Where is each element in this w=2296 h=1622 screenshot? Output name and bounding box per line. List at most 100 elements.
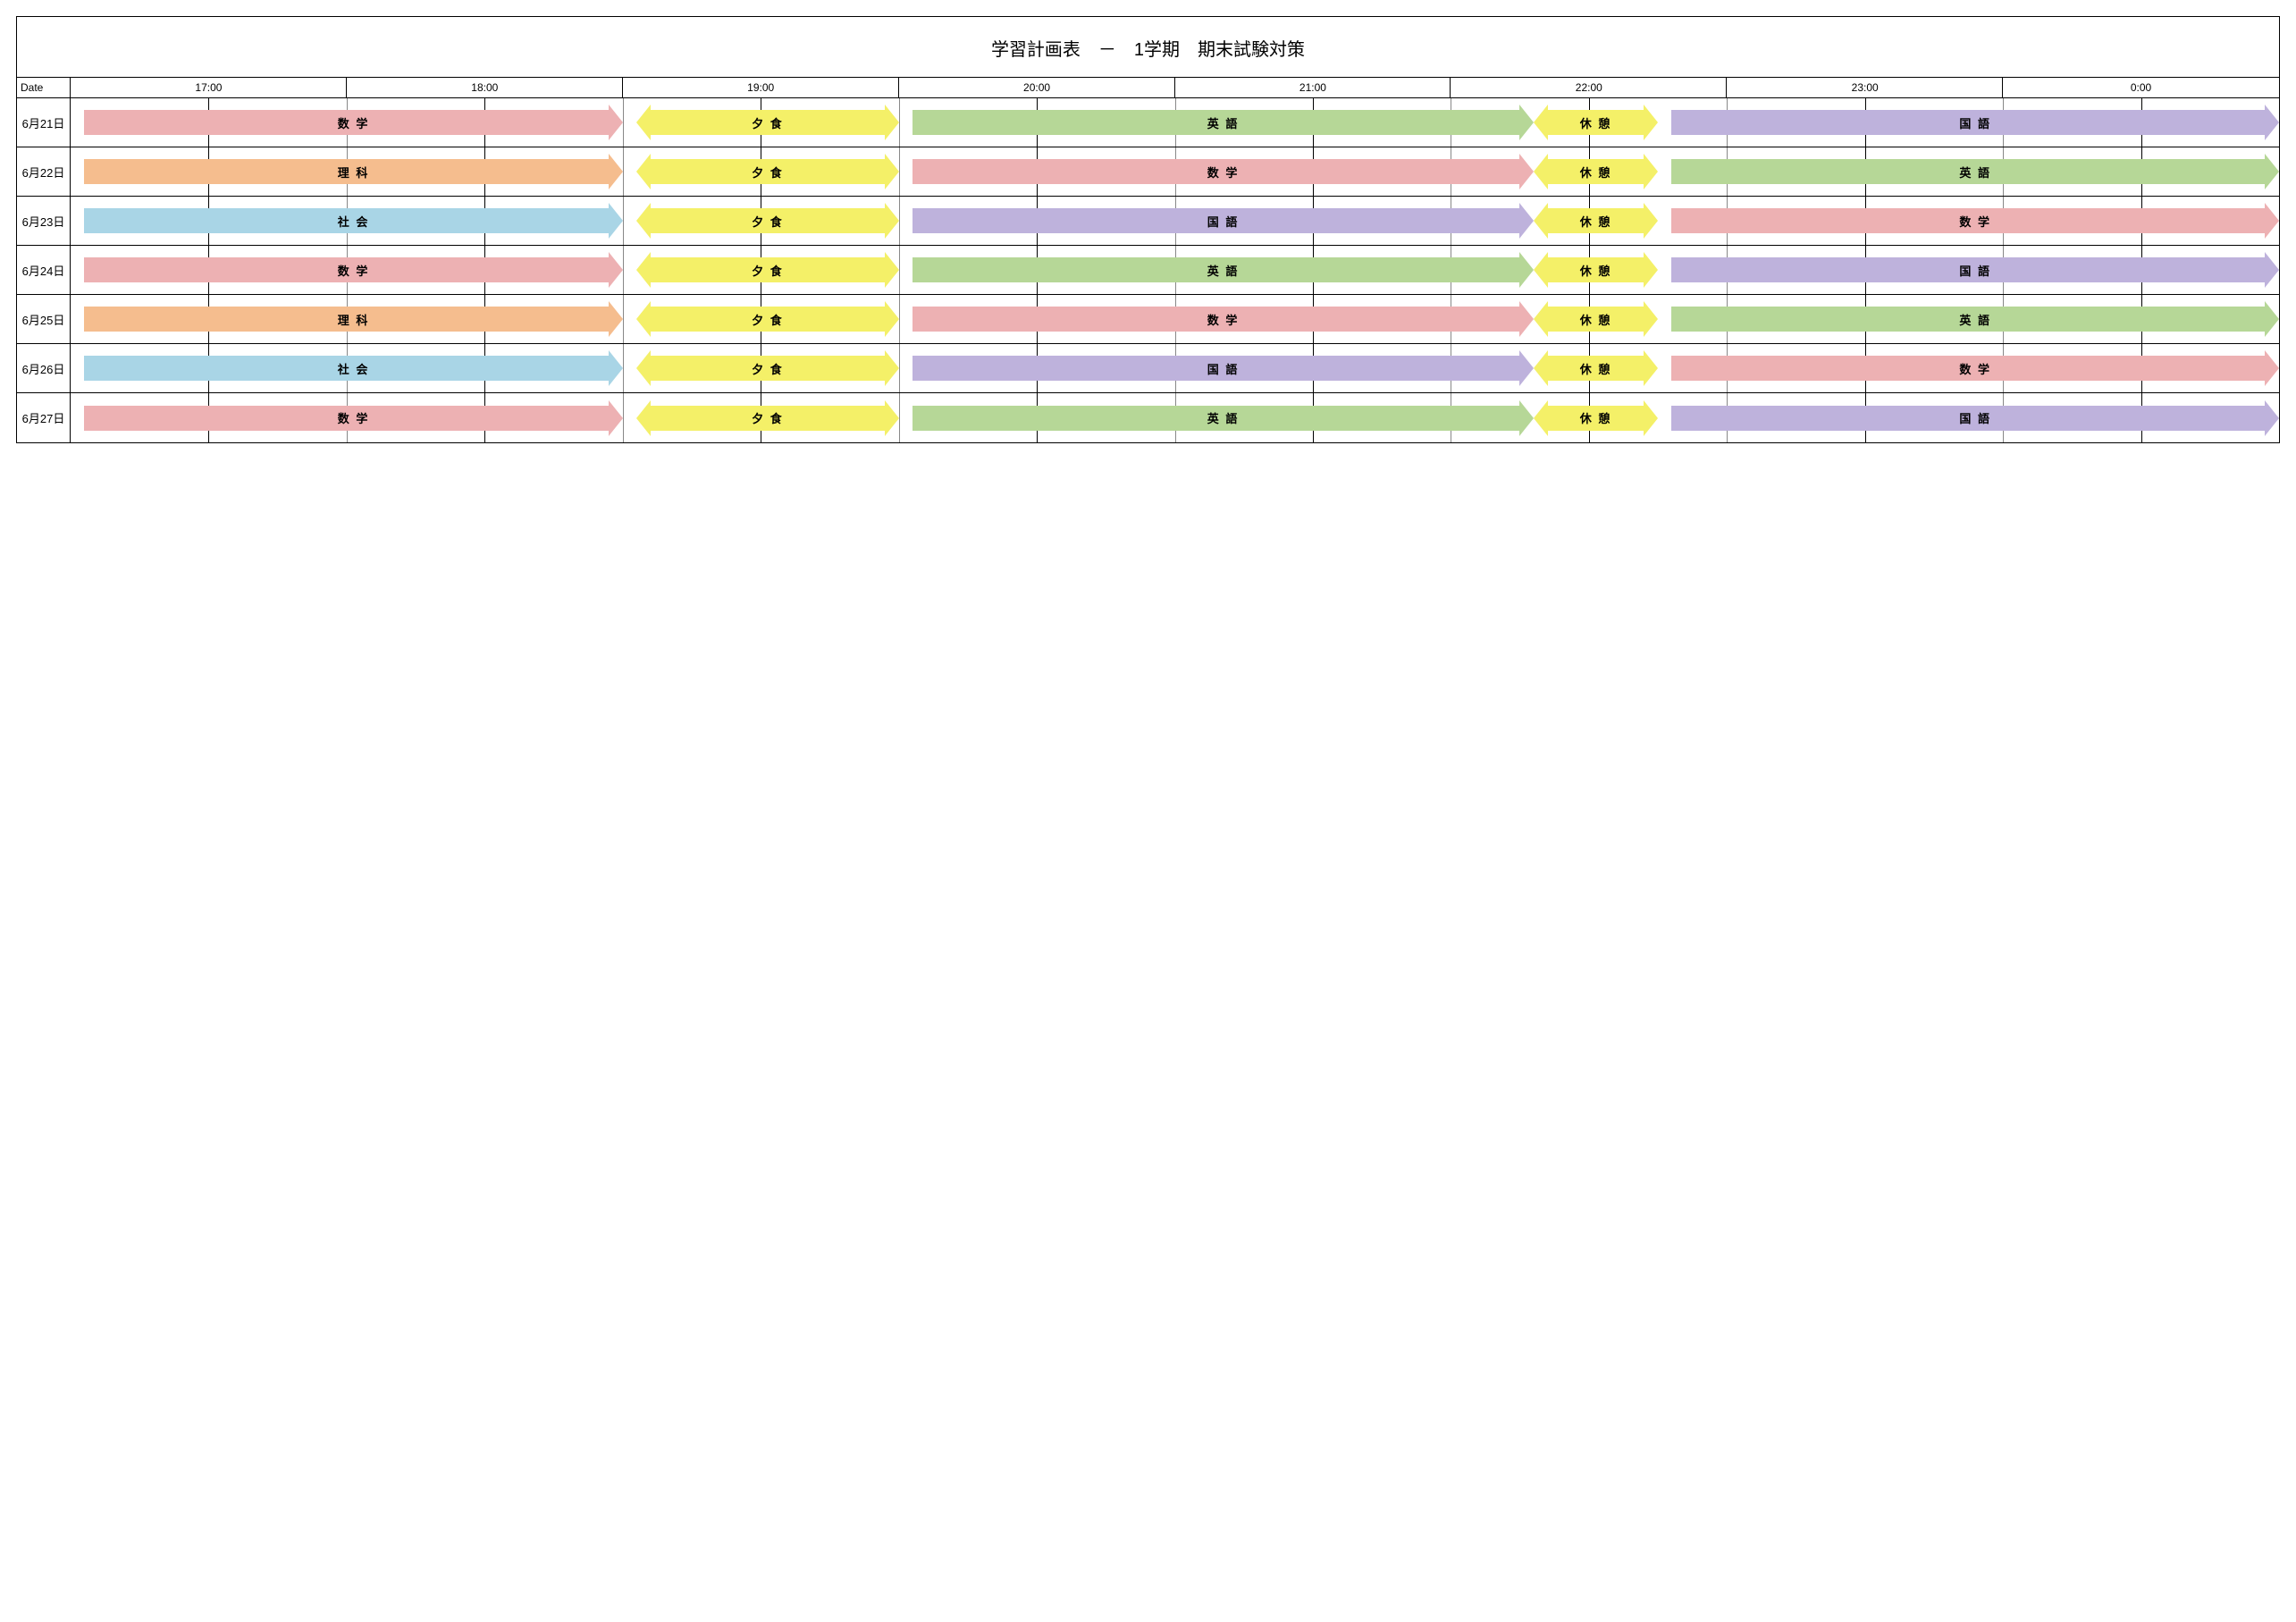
schedule-arrow: 理 科	[84, 307, 622, 332]
arrow-head-right-icon	[1644, 350, 1658, 386]
day-label: 6月27日	[17, 393, 71, 442]
arrow-head-right-icon	[609, 400, 623, 436]
schedule-arrow: 英 語	[913, 257, 1534, 282]
arrow-head-left-icon	[636, 301, 651, 337]
schedule-arrow: 数 学	[913, 307, 1534, 332]
arrow-head-right-icon	[609, 154, 623, 189]
arrow-head-right-icon	[1519, 400, 1534, 436]
arrow-label: 休 憩	[1580, 311, 1612, 328]
arrow-label: 数 学	[1959, 213, 1991, 230]
arrow-head-left-icon	[1534, 252, 1548, 288]
day-track: 理 科夕 食数 学休 憩英 語	[71, 147, 2279, 196]
arrow-label: 夕 食	[752, 164, 784, 181]
arrow-label: 英 語	[1207, 409, 1240, 426]
arrow-label: 国 語	[1959, 114, 1991, 131]
arrow-head-left-icon	[1534, 350, 1548, 386]
arrow-label: 休 憩	[1580, 164, 1612, 181]
arrow-head-right-icon	[885, 400, 899, 436]
arrow-head-right-icon	[1644, 105, 1658, 140]
grid-line-half	[899, 295, 900, 343]
arrow-head-right-icon	[1644, 252, 1658, 288]
arrow-label: 英 語	[1207, 114, 1240, 131]
schedule-arrow: 社 会	[84, 356, 622, 381]
arrow-head-left-icon	[1534, 105, 1548, 140]
header-times: 17:0018:0019:0020:0021:0022:0023:000:00	[71, 78, 2279, 97]
arrow-label: 英 語	[1959, 311, 1991, 328]
grid-line-half	[623, 98, 624, 147]
arrow-head-left-icon	[636, 252, 651, 288]
day-row: 6月26日 社 会 夕 食国 語 休 憩 数 学	[17, 344, 2279, 393]
schedule-arrow: 休 憩	[1534, 208, 1658, 233]
grid-line-half	[899, 98, 900, 147]
arrow-head-right-icon	[609, 252, 623, 288]
arrow-label: 数 学	[338, 262, 370, 279]
arrow-label: 夕 食	[752, 213, 784, 230]
day-label: 6月21日	[17, 98, 71, 147]
header-date-label: Date	[17, 78, 71, 97]
day-track: 理 科夕 食数 学休 憩英 語	[71, 295, 2279, 343]
schedule-arrow: 夕 食	[636, 159, 898, 184]
arrow-label: 夕 食	[752, 311, 784, 328]
schedule-arrow: 休 憩	[1534, 406, 1658, 431]
grid-line-half	[623, 246, 624, 294]
grid-line-half	[623, 197, 624, 245]
schedule-arrow: 数 学	[913, 159, 1534, 184]
schedule-arrow: 数 学	[84, 257, 622, 282]
arrow-label: 休 憩	[1580, 213, 1612, 230]
arrow-head-right-icon	[2265, 252, 2279, 288]
schedule-arrow: 休 憩	[1534, 110, 1658, 135]
arrow-head-left-icon	[636, 350, 651, 386]
arrow-label: 夕 食	[752, 409, 784, 426]
day-row: 6月21日数 学夕 食英 語休 憩国 語	[17, 98, 2279, 147]
arrow-head-right-icon	[1519, 203, 1534, 239]
arrow-label: 休 憩	[1580, 360, 1612, 377]
schedule-arrow: 国 語	[913, 208, 1534, 233]
grid-line-half	[623, 295, 624, 343]
grid-line-half	[899, 393, 900, 442]
day-label: 6月26日	[17, 344, 71, 392]
schedule-arrow: 英 語	[1671, 159, 2279, 184]
day-label: 6月22日	[17, 147, 71, 196]
schedule-arrow: 国 語	[913, 356, 1534, 381]
grid-line-half	[623, 344, 624, 392]
arrow-head-right-icon	[885, 301, 899, 337]
arrow-label: 社 会	[338, 360, 370, 377]
schedule-arrow: 夕 食	[636, 406, 898, 431]
arrow-label: 国 語	[1959, 409, 1991, 426]
schedule-arrow: 英 語	[1671, 307, 2279, 332]
arrow-head-right-icon	[885, 154, 899, 189]
arrow-label: 数 学	[1207, 311, 1240, 328]
arrow-head-right-icon	[1644, 400, 1658, 436]
arrow-label: 数 学	[1959, 360, 1991, 377]
arrow-head-right-icon	[1644, 301, 1658, 337]
arrow-head-right-icon	[885, 105, 899, 140]
arrow-label: 数 学	[338, 409, 370, 426]
header-hour: 21:00	[1175, 78, 1451, 97]
arrow-label: 夕 食	[752, 114, 784, 131]
day-row: 6月24日数 学夕 食英 語休 憩国 語	[17, 246, 2279, 295]
schedule-title: 学習計画表 － 1学期 期末試験対策	[17, 17, 2279, 78]
arrow-head-right-icon	[1519, 350, 1534, 386]
day-track: 数 学夕 食英 語休 憩国 語	[71, 98, 2279, 147]
arrow-label: 理 科	[338, 164, 370, 181]
arrow-head-right-icon	[2265, 203, 2279, 239]
day-track: 数 学夕 食英 語休 憩国 語	[71, 246, 2279, 294]
arrow-head-right-icon	[1519, 105, 1534, 140]
schedule-arrow: 夕 食	[636, 356, 898, 381]
arrow-head-right-icon	[2265, 105, 2279, 140]
arrow-label: 国 語	[1959, 262, 1991, 279]
arrow-head-right-icon	[1644, 154, 1658, 189]
arrow-head-right-icon	[2265, 350, 2279, 386]
day-row: 6月22日 理 科 夕 食 数 学 休 憩 英 語	[17, 147, 2279, 197]
day-label: 6月24日	[17, 246, 71, 294]
header-hour: 23:00	[1727, 78, 2003, 97]
schedule-arrow: 休 憩	[1534, 257, 1658, 282]
day-track: 社 会夕 食国 語休 憩数 学	[71, 197, 2279, 245]
schedule-arrow: 夕 食	[636, 208, 898, 233]
arrow-label: 理 科	[338, 311, 370, 328]
schedule-arrow: 英 語	[913, 110, 1534, 135]
arrow-label: 数 学	[1207, 164, 1240, 181]
arrow-head-right-icon	[609, 105, 623, 140]
arrow-head-left-icon	[636, 154, 651, 189]
schedule-arrow: 国 語	[1671, 406, 2279, 431]
